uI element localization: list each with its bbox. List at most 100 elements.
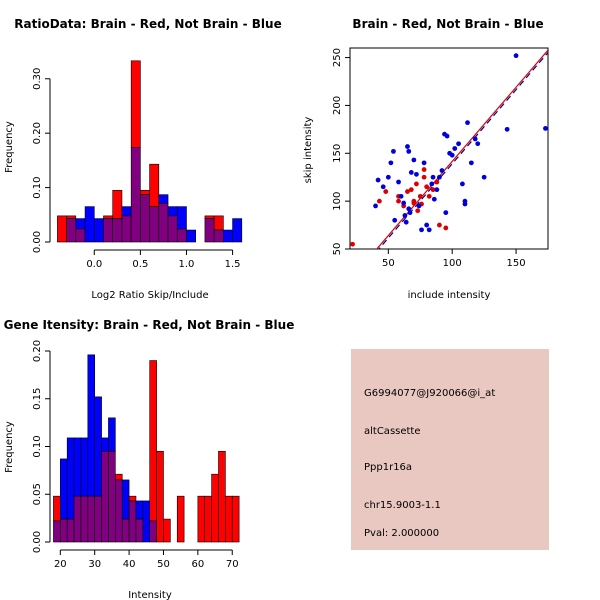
scatter-point-not-brain — [391, 148, 396, 154]
scatter-point-brain — [426, 193, 432, 199]
scatter-point-not-brain — [407, 210, 413, 216]
intensity-histogram-bar-brain — [204, 495, 212, 543]
scatter-point-brain — [350, 241, 355, 247]
intensity-histogram-y-tick-label: 0.20 — [32, 340, 43, 362]
ratio-histogram-bar-overlap — [158, 203, 169, 243]
intensity-histogram-panel: Gene Itensity: Brain - Red, Not Brain - … — [4, 318, 295, 600]
scatter-point-not-brain — [406, 206, 412, 212]
scatter-point-brain — [421, 174, 427, 180]
scatter-point-not-brain — [411, 157, 417, 163]
intensity-histogram-bar-brain — [176, 495, 185, 543]
intensity-histogram-x-tick-label: 50 — [157, 559, 170, 570]
scatter-points — [350, 53, 548, 247]
intensity-histogram-x-tick-label: 40 — [123, 559, 136, 570]
ratio-histogram-bar-overlap — [167, 215, 178, 243]
intensity-histogram-bar-overlap — [135, 518, 144, 543]
intensity-histogram-bar-not-brain — [108, 417, 116, 452]
intensity-histogram-ylabel: Frequency — [4, 421, 15, 473]
scatter-fit-brain-line — [375, 49, 548, 249]
scatter-point-brain — [443, 225, 449, 231]
intensity-histogram-bar-not-brain — [142, 500, 151, 543]
ratio-histogram-bar-brain — [130, 60, 141, 148]
intensity-histogram-bar-brain — [231, 495, 240, 543]
intensity-histogram-bar-brain — [218, 450, 226, 543]
event-type-text: altCassette — [364, 426, 421, 437]
scatter-point-not-brain — [465, 120, 470, 126]
ratio-histogram-x-tick-label: 0.0 — [86, 259, 102, 270]
scatter-point-brain — [405, 189, 410, 194]
info-panel: G6994077@J920066@i_at altCassette Ppp1r1… — [351, 349, 549, 550]
ratio-histogram-bar-overlap — [204, 218, 215, 243]
scatter-point-not-brain — [421, 160, 427, 166]
scatter-point-not-brain — [431, 196, 437, 202]
scatter-point-not-brain — [406, 148, 412, 154]
scatter-point-brain — [437, 222, 442, 228]
ratio-histogram-x-tick-label: 1.5 — [225, 259, 241, 270]
intensity-histogram-bar-overlap — [108, 450, 116, 543]
scatter-y-tick-label: 150 — [332, 144, 343, 163]
intensity-histogram-bar-overlap — [115, 479, 123, 543]
scatter-fit-lines — [375, 49, 548, 249]
scatter-point-not-brain — [472, 136, 478, 142]
intensity-histogram-bar-not-brain — [135, 500, 144, 520]
ratio-histogram-bar-brain — [66, 215, 77, 219]
intensity-histogram-bar-brain — [211, 473, 219, 543]
ratio-histogram-bar-brain — [103, 215, 114, 219]
scatter-point-not-brain — [396, 179, 401, 185]
scatter-point-not-brain — [437, 174, 442, 180]
intensity-histogram-bar-brain — [163, 518, 171, 543]
scatter-point-not-brain — [408, 170, 414, 175]
ratio-histogram-bars — [57, 60, 243, 243]
scatter-point-brain — [411, 200, 417, 206]
scatter-point-not-brain — [462, 201, 468, 207]
intensity-histogram-bar-not-brain — [121, 479, 130, 520]
scatter-point-not-brain — [504, 126, 510, 132]
intensity-histogram-x-tick-label: 70 — [226, 559, 239, 570]
intensity-histogram-axes: 20 30 40 50 60 70 0.00 0.05 0.10 0.15 0.20 — [32, 340, 239, 570]
intensity-histogram-bar-not-brain — [66, 437, 75, 520]
pval-text: Pval: 2.000000 — [364, 528, 439, 539]
scatter-plot-frame — [349, 47, 549, 250]
ratio-histogram-panel: RatioData: Brain - Red, Not Brain - Blue… — [4, 17, 282, 301]
scatter-point-brain — [415, 208, 421, 214]
ratio-histogram-bar-not-brain — [84, 206, 95, 243]
scatter-point-not-brain — [403, 219, 409, 225]
probe-id-text: G6994077@J920066@i_at — [364, 388, 495, 399]
ratio-histogram-title: RatioData: Brain - Red, Not Brain - Blue — [14, 17, 281, 31]
ratio-histogram-bar-not-brain — [121, 206, 132, 217]
ratio-histogram-bar-overlap — [213, 229, 224, 243]
scatter-point-not-brain — [401, 200, 407, 206]
intensity-histogram-bar-not-brain — [60, 458, 68, 520]
location-text: chr15.9003-1.1 — [364, 500, 441, 511]
scatter-point-not-brain — [385, 174, 391, 180]
scatter-point-not-brain — [375, 177, 381, 183]
scatter-point-not-brain — [405, 144, 410, 149]
ratio-histogram-x-tick-label: 0.5 — [132, 259, 148, 270]
intensity-histogram-x-tick-label: 20 — [54, 559, 67, 570]
scatter-point-not-brain — [543, 125, 548, 131]
ratio-histogram-bar-not-brain — [93, 218, 104, 243]
ratio-histogram-bar-overlap — [103, 218, 114, 243]
scatter-point-brain — [421, 167, 427, 172]
ratio-histogram-bar-not-brain — [223, 229, 233, 243]
ratio-histogram-y-tick-label: 0.20 — [32, 122, 43, 144]
intensity-histogram-bar-overlap — [87, 495, 96, 543]
ratio-histogram-bar-not-brain — [158, 194, 169, 204]
ratio-histogram-xlabel: Log2 Ratio Skip/Include — [91, 290, 208, 301]
scatter-point-not-brain — [380, 184, 386, 190]
intensity-histogram-bar-not-brain — [80, 437, 89, 497]
ratio-histogram-bar-overlap — [130, 147, 141, 243]
ratio-histogram-axes: 0.0 0.5 1.0 1.5 0.00 0.10 0.20 0.30 — [32, 68, 241, 270]
scatter-y-tick-label: 50 — [332, 243, 343, 256]
intensity-histogram-x-tick-label: 30 — [88, 559, 101, 570]
intensity-histogram-bar-not-brain — [73, 437, 82, 497]
scatter-point-brain — [408, 187, 414, 193]
ratio-histogram-bar-overlap — [66, 218, 77, 243]
scatter-point-brain — [430, 187, 436, 193]
scatter-point-not-brain — [398, 193, 404, 199]
scatter-point-not-brain — [456, 141, 461, 147]
scatter-y-tick-label: 250 — [332, 48, 343, 67]
scatter-point-not-brain — [426, 227, 432, 233]
intensity-histogram-bar-overlap — [73, 495, 82, 543]
scatter-point-not-brain — [414, 171, 419, 177]
